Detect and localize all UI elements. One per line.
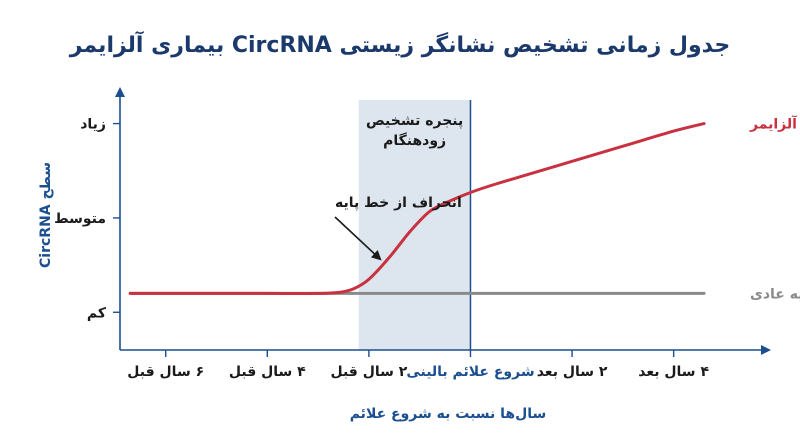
- y-tick-label: متوسط: [54, 211, 106, 227]
- x-tick-label: شروع علائم بالینی: [406, 364, 534, 380]
- annotation-label: انحراف از خط پایه: [335, 195, 462, 211]
- alzheimers-series-label: بیماری آلزایمر: [749, 115, 800, 133]
- x-tick-label: ۶ سال قبل: [127, 364, 204, 380]
- x-tick-label: ۴ سال قبل: [229, 364, 306, 380]
- y-tick-label: زیاد: [80, 117, 106, 133]
- x-axis-label: سال‌ها نسبت به شروع علائم: [350, 406, 547, 422]
- chart-title: جدول زمانی تشخیص نشانگر زیستی CircRNA بی…: [69, 30, 730, 58]
- window-label-line: زودهنگام: [383, 132, 446, 149]
- window-label-line: پنجره تشخیص: [366, 113, 463, 129]
- x-tick-label: ۴ سال بعد: [638, 364, 709, 380]
- baseline-series-label: خط پایه عادی: [750, 286, 800, 302]
- y-tick-label: کم: [87, 305, 107, 321]
- y-axis-label: سطح CircRNA: [38, 162, 54, 268]
- x-tick-label: ۲ سال بعد: [537, 364, 608, 380]
- annotation-arrow: [334, 216, 382, 261]
- x-tick-label: ۲ سال قبل: [330, 364, 407, 380]
- alzheimers-series-line: [128, 122, 706, 295]
